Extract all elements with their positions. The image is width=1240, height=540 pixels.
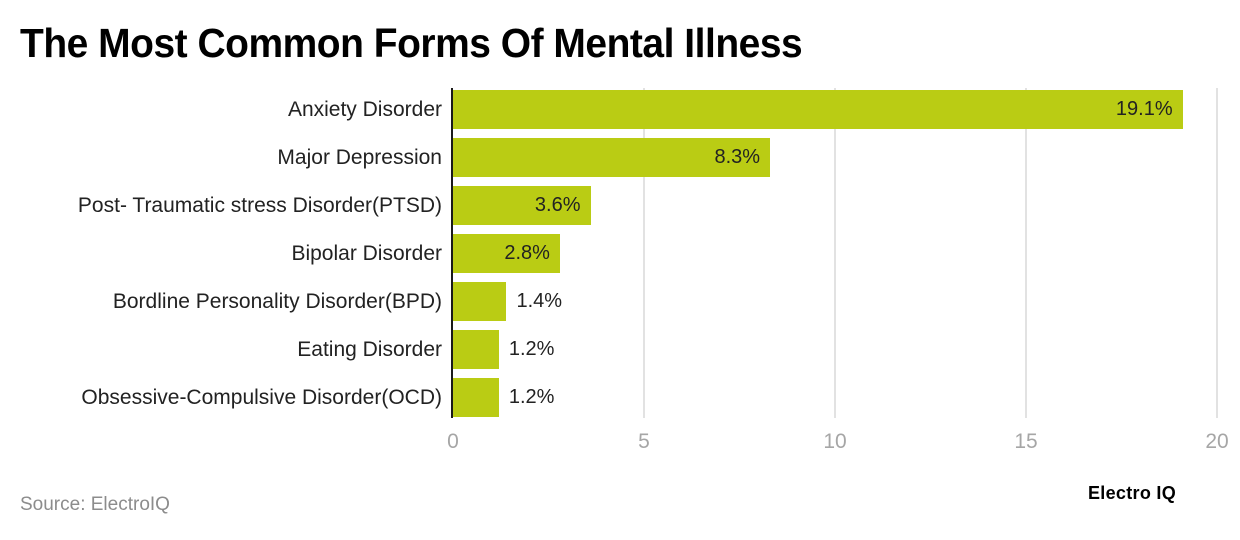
category-label: Anxiety Disorder [287,98,442,121]
x-tick-label: 0 [447,430,459,453]
category-label: Major Depression [277,146,442,169]
category-label: Post- Traumatic stress Disorder(PTSD) [77,194,442,217]
gridline [834,88,836,418]
bar[interactable] [453,90,1183,129]
x-tick-label: 10 [823,430,847,453]
category-label: Bordline Personality Disorder(BPD) [112,290,442,313]
value-label: 8.3% [714,146,761,168]
chart-title: The Most Common Forms Of Mental Illness [20,20,803,66]
value-label: 19.1% [1115,98,1173,120]
x-tick-label: 15 [1014,430,1038,453]
value-label: 3.6% [534,194,581,216]
x-tick-label: 5 [638,430,650,453]
brand-logo: Electro IQ [1088,483,1177,503]
value-label: 1.2% [508,386,555,408]
value-label: 1.4% [516,290,563,312]
category-label: Bipolar Disorder [291,242,442,265]
source-note: Source: ElectroIQ [20,494,170,515]
gridline [1025,88,1027,418]
gridline [1216,88,1218,418]
bar[interactable] [453,138,771,177]
bar[interactable] [453,234,560,273]
value-label: 2.8% [504,242,550,264]
value-label: 1.2% [508,338,555,360]
bar[interactable] [453,378,499,417]
gridline [643,88,645,418]
bar[interactable] [453,282,507,321]
category-label: Eating Disorder [297,338,442,361]
bar[interactable] [453,330,499,369]
x-tick-label: 20 [1205,430,1229,453]
y-axis-line [451,88,453,418]
category-label: Obsessive-Compulsive Disorder(OCD) [81,386,442,409]
bar[interactable] [453,186,591,225]
